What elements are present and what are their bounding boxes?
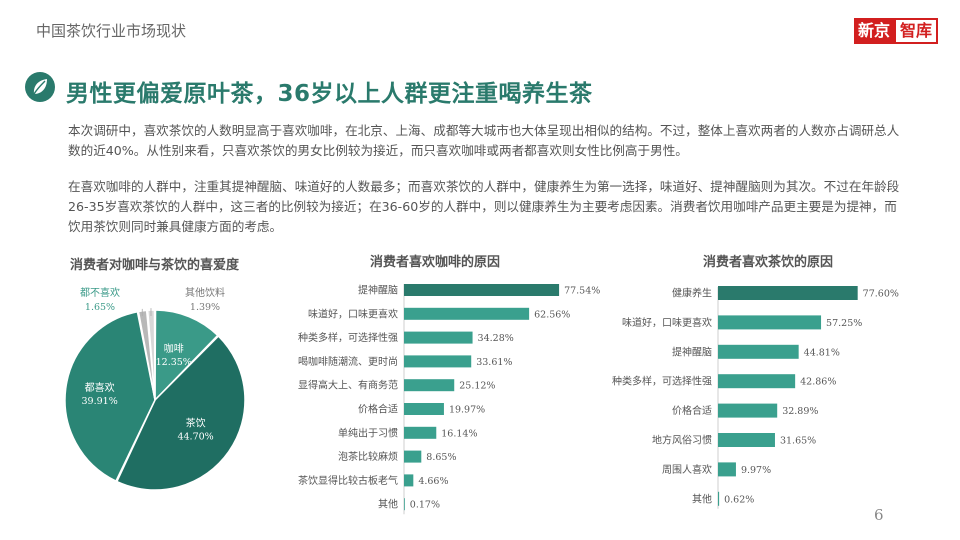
page-headline: 男性更偏爱原叶茶，36岁以上人群更注重喝养生茶 xyxy=(66,81,593,107)
pie-slice xyxy=(64,310,156,483)
pie-slice-label: 咖啡 xyxy=(164,343,184,355)
pie-slice-value: 39.91% xyxy=(82,396,118,407)
pie-slice-label: 都不喜欢 xyxy=(80,286,120,299)
brand-logo: 新京 智库 xyxy=(853,18,938,44)
pie-slice-label: 都喜欢 xyxy=(85,381,115,394)
paragraph-1: 本次调研中，喜欢茶饮的人数明显高于喜欢咖啡，在北京、上海、成都等大城市也大体呈现… xyxy=(68,123,900,158)
pie-slice-value: 44.70% xyxy=(177,431,213,442)
page-number: 6 xyxy=(874,506,884,524)
pie-slice-value: 12.35% xyxy=(156,357,192,368)
leaf-icon xyxy=(25,72,55,102)
pie-chart-title: 消费者对咖啡与茶饮的喜爱度 xyxy=(70,258,240,273)
section-title: 中国茶饮行业市场现状 xyxy=(36,22,187,40)
pie-slice-label: 茶饮 xyxy=(186,416,206,429)
pie-slice xyxy=(154,309,219,402)
pie-slice-value: 1.39% xyxy=(190,302,220,313)
paragraph-2: 在喜欢咖啡的人群中，注重其提神醒脑、味道好的人数最多；而喜欢茶饮的人群中，健康养… xyxy=(68,179,900,234)
brand-logo-right: 智库 xyxy=(893,18,938,44)
tea-chart-title: 消费者喜欢茶饮的原因 xyxy=(703,255,834,270)
brand-logo-left: 新京 xyxy=(853,18,894,44)
pie-slice-label: 其他饮料 xyxy=(185,286,225,299)
pie-slice xyxy=(115,335,246,491)
coffee-chart-title: 消费者喜欢咖啡的原因 xyxy=(370,255,501,270)
pie-slice-value: 1.65% xyxy=(85,302,115,313)
